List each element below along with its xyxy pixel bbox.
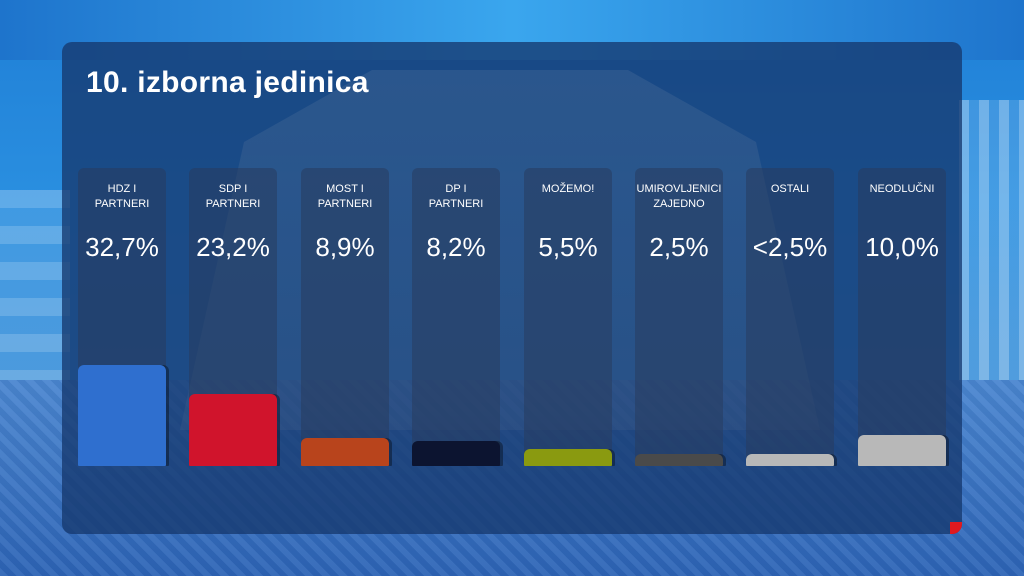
column-background xyxy=(635,168,723,466)
bar xyxy=(524,449,612,466)
category-label: NEODLUČNI xyxy=(869,183,935,195)
bar xyxy=(635,454,723,466)
value-label: 8,2% xyxy=(426,232,486,262)
chart-title: 10. izborna jedinica xyxy=(86,66,369,99)
column-background xyxy=(746,168,834,466)
category-label: UMIROVLJENICI ZAJEDNO xyxy=(636,183,722,210)
value-label: 10,0% xyxy=(865,232,939,262)
value-label: 23,2% xyxy=(196,232,270,262)
column-background xyxy=(858,168,946,466)
value-label: 2,5% xyxy=(649,232,709,262)
value-label: 8,9% xyxy=(315,232,375,262)
bar xyxy=(858,435,946,466)
bar xyxy=(412,441,500,466)
column-background xyxy=(524,168,612,466)
category-label: OSTALI xyxy=(770,183,810,195)
category-label: MOŽEMO! xyxy=(541,183,595,195)
bar xyxy=(78,365,166,466)
category-label: DP I PARTNERI xyxy=(428,183,484,210)
broadcaster-logo-corner xyxy=(950,522,962,534)
value-label: 32,7% xyxy=(85,232,159,262)
bar xyxy=(189,394,277,466)
value-label: <2,5% xyxy=(752,232,828,262)
column-background xyxy=(301,168,389,466)
background-building-left xyxy=(0,190,70,380)
category-label: SDP I PARTNERI xyxy=(205,183,261,210)
bar xyxy=(746,454,834,466)
category-label: HDZ I PARTNERI xyxy=(94,183,150,210)
value-label: 5,5% xyxy=(538,232,598,262)
column-background xyxy=(412,168,500,466)
bar xyxy=(301,438,389,466)
background-building-right xyxy=(959,100,1024,390)
category-label: MOST I PARTNERI xyxy=(317,183,373,210)
